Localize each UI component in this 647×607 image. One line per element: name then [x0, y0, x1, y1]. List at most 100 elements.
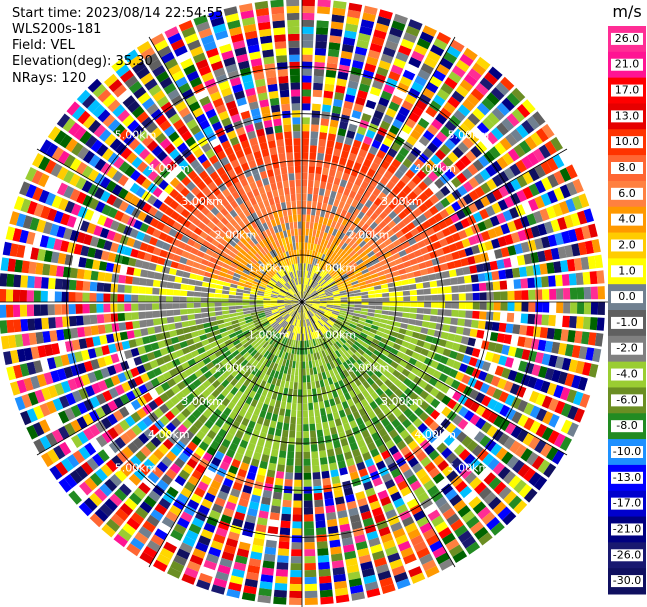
velocity-gate [315, 244, 320, 252]
velocity-gate [463, 47, 478, 61]
velocity-gate [339, 157, 347, 166]
velocity-gate [488, 363, 498, 374]
velocity-gate [369, 365, 378, 373]
velocity-gate [284, 416, 290, 424]
velocity-gate [323, 313, 331, 318]
velocity-gate [32, 153, 45, 168]
velocity-gate [587, 255, 597, 270]
velocity-gate [548, 275, 556, 287]
velocity-gate [118, 274, 127, 284]
velocity-gate [90, 325, 99, 336]
velocity-gate [162, 438, 174, 450]
velocity-gate [594, 332, 604, 347]
velocity-gate [379, 279, 388, 285]
velocity-gate [209, 509, 221, 520]
velocity-gate [459, 485, 473, 499]
velocity-gate [250, 108, 261, 117]
velocity-gate [546, 262, 555, 274]
velocity-gate [234, 452, 244, 462]
velocity-gate [191, 217, 201, 227]
velocity-gate [338, 224, 345, 232]
velocity-gate [222, 263, 230, 270]
velocity-gate [443, 278, 452, 286]
velocity-gate [195, 21, 211, 33]
velocity-gate [444, 169, 456, 180]
velocity-gate [316, 312, 323, 318]
velocity-gate [73, 243, 83, 255]
velocity-gate [376, 16, 391, 27]
velocity-gate [375, 238, 384, 246]
velocity-gate [527, 376, 538, 389]
velocity-gate [447, 96, 461, 109]
velocity-gate [64, 474, 78, 489]
velocity-gate [59, 441, 72, 456]
velocity-gate [95, 201, 106, 213]
velocity-gate [348, 356, 356, 365]
velocity-gate [103, 293, 111, 302]
velocity-gate [412, 331, 421, 339]
velocity-gate [75, 292, 83, 302]
velocity-gate [242, 245, 250, 253]
velocity-gate [480, 421, 492, 434]
velocity-gate [278, 294, 285, 298]
velocity-gate [187, 39, 201, 51]
velocity-gate [305, 270, 309, 278]
velocity-gate [490, 160, 503, 173]
velocity-gate [452, 414, 463, 426]
velocity-gate [344, 407, 352, 416]
velocity-gate [306, 278, 310, 285]
velocity-gate [313, 187, 319, 195]
velocity-gate [373, 317, 381, 323]
velocity-gate [111, 184, 123, 196]
velocity-gate [360, 291, 369, 296]
velocity-gate [527, 152, 539, 166]
velocity-gate [225, 100, 237, 110]
velocity-gate [358, 83, 370, 93]
velocity-gate [447, 333, 456, 342]
velocity-gate [295, 368, 299, 376]
velocity-gate [487, 411, 499, 424]
velocity-gate [304, 292, 309, 299]
velocity-gate [579, 393, 591, 408]
velocity-gate [109, 138, 122, 151]
velocity-gate [304, 590, 318, 599]
velocity-gate [163, 125, 176, 137]
velocity-gate [406, 423, 417, 434]
velocity-gate [341, 386, 348, 395]
velocity-gate [306, 300, 313, 302]
velocity-gate [321, 174, 328, 183]
velocity-gate [27, 318, 36, 331]
velocity-gate [250, 257, 258, 265]
velocity-gate [585, 347, 595, 361]
velocity-gate [413, 270, 422, 277]
velocity-gate [399, 76, 413, 87]
velocity-gate [323, 286, 331, 291]
velocity-gate [172, 499, 186, 511]
velocity-gate [398, 147, 410, 158]
velocity-gate [362, 12, 376, 22]
velocity-gate [178, 355, 187, 364]
velocity-gate [219, 43, 232, 54]
velocity-gate [217, 182, 227, 192]
velocity-gate [322, 315, 329, 321]
velocity-gate [203, 559, 217, 571]
velocity-gate [322, 232, 328, 240]
velocity-gate [185, 153, 197, 164]
velocity-gate [280, 520, 291, 529]
velocity-gate [124, 285, 132, 294]
velocity-gate [452, 146, 464, 159]
velocity-gate [245, 318, 253, 324]
velocity-gate [242, 217, 250, 226]
velocity-gate [244, 578, 258, 588]
velocity-gate [167, 323, 176, 331]
velocity-gate [140, 445, 152, 458]
velocity-gate [258, 588, 272, 597]
velocity-gate [289, 590, 302, 599]
velocity-gate [80, 461, 94, 476]
velocity-gate [221, 140, 231, 150]
velocity-gate [467, 337, 476, 347]
velocity-gate [248, 101, 259, 110]
velocity-gate [144, 53, 159, 66]
velocity-gate [220, 346, 229, 354]
velocity-gate [157, 340, 166, 349]
